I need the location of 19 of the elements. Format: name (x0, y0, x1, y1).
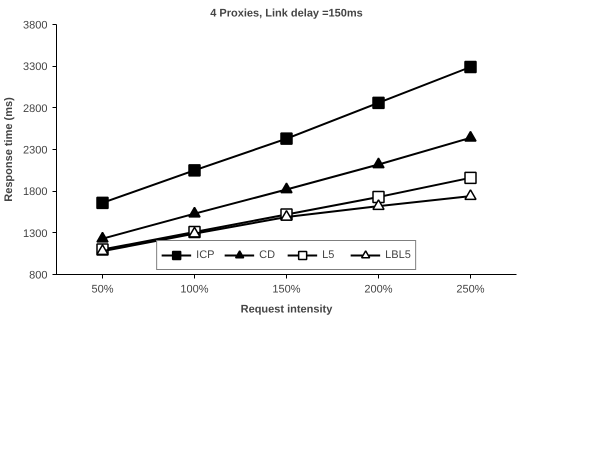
y-axis-title: Response time (ms) (3, 96, 16, 202)
legend-label: LBL5 (385, 249, 411, 261)
x-tick-label: 100% (180, 284, 209, 296)
y-tick-label: 3800 (23, 20, 48, 32)
y-tick-label: 2300 (23, 144, 48, 156)
y-tick-label: 1300 (23, 228, 48, 240)
x-tick-label: 200% (364, 284, 393, 296)
legend-label: CD (259, 249, 276, 261)
x-axis-title: Request intensity (240, 304, 334, 316)
x-tick-label: 250% (456, 284, 485, 296)
legend-label: L5 (322, 249, 336, 261)
x-tick-label: 50% (91, 284, 114, 296)
y-tick-label: 1800 (23, 186, 48, 198)
legend-label: ICP (196, 249, 216, 261)
y-tick-label: 2800 (23, 102, 48, 115)
y-tick-label: 800 (29, 270, 48, 282)
y-tick-label: 3300 (23, 61, 48, 74)
x-tick-label: 150% (272, 284, 301, 296)
chart-title: 4 Proxies, Link delay =150ms (210, 8, 363, 20)
